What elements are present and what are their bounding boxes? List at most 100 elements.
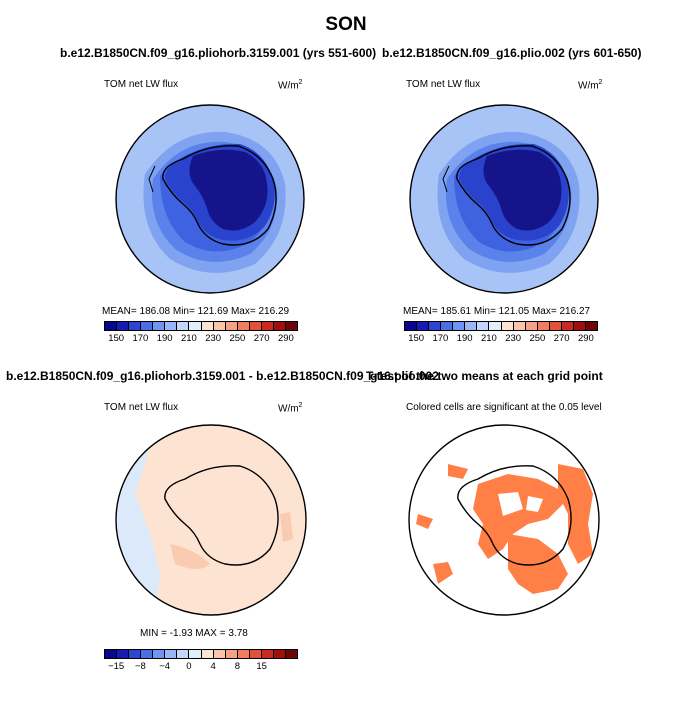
colorbar-swatch [273, 322, 286, 330]
colorbar-tick-label: 170 [132, 333, 149, 344]
colorbar-swatch [177, 322, 190, 330]
panel-1-units: W/m2 [278, 79, 303, 92]
colorbar-swatch [537, 322, 550, 330]
panel-2-stats: MEAN= 185.61 Min= 121.05 Max= 216.27 [403, 306, 591, 317]
colorbar-tick-label: −4 [159, 661, 171, 672]
figure-title: SON [325, 14, 367, 35]
colorbar-tick-label: 210 [180, 333, 197, 344]
panel-1-map [115, 104, 305, 294]
panel-3-colorbar [104, 649, 298, 659]
panel-3-colorbar-ticks: −15 −8 −4 0 4 8 15 [104, 661, 298, 675]
colorbar-swatch [165, 322, 178, 330]
colorbar-tick-label: 190 [456, 333, 473, 344]
colorbar-swatch [213, 650, 226, 658]
colorbar-swatch [465, 322, 478, 330]
panel-1-stats: MEAN= 186.08 Min= 121.69 Max= 216.29 [102, 306, 290, 317]
coastline [456, 145, 571, 246]
panel-4-map [408, 424, 600, 616]
colorbar-swatch [201, 650, 214, 658]
panel-4-title: T-test of the two means at each grid poi… [366, 369, 603, 383]
colorbar-swatch [129, 322, 142, 330]
colorbar-swatch [561, 322, 574, 330]
colorbar-swatch [189, 650, 202, 658]
colorbar-swatch [153, 650, 166, 658]
colorbar-swatch [177, 650, 190, 658]
colorbar-swatch [513, 322, 526, 330]
panel-3-units: W/m2 [278, 402, 303, 415]
colorbar-tick-label: −8 [134, 661, 146, 672]
colorbar-swatch [477, 322, 490, 330]
colorbar-swatch [249, 650, 262, 658]
colorbar-swatch [165, 650, 178, 658]
panel-2-colorbar-ticks: 150 170 190 210 230 250 270 290 [404, 333, 598, 347]
panel-2-colorbar [404, 321, 598, 331]
colorbar-swatch [273, 650, 286, 658]
colorbar-tick-label: 170 [432, 333, 449, 344]
colorbar-swatch [441, 322, 454, 330]
map-boundary [115, 104, 305, 294]
colorbar-tick-label: 290 [277, 333, 294, 344]
colorbar-swatch [417, 322, 430, 330]
colorbar-swatch [549, 322, 562, 330]
colorbar-swatch [153, 322, 166, 330]
panel-4-subtitle: Colored cells are significant at the 0.0… [406, 402, 602, 413]
colorbar-swatch [489, 322, 502, 330]
panel-1-title: b.e12.B1850CN.f09_g16.pliohorb.3159.001 … [60, 46, 377, 60]
panel-1-colorbar-ticks: 150 170 190 210 230 250 270 290 [104, 333, 298, 347]
flux-interior [189, 149, 268, 231]
colorbar-swatch [237, 322, 250, 330]
colorbar-tick-label: 270 [253, 333, 270, 344]
coastline [457, 465, 572, 566]
colorbar-swatch [525, 322, 538, 330]
panel-3-variable-label: TOM net LW flux [104, 402, 179, 413]
colorbar-swatch [213, 322, 226, 330]
map-boundary [409, 104, 599, 294]
colorbar-tick-label: 150 [108, 333, 125, 344]
colorbar-swatch [285, 322, 297, 330]
map-boundary [115, 424, 307, 616]
panel-3-title: b.e12.B1850CN.f09_g16.pliohorb.3159.001 … [6, 369, 439, 383]
colorbar-swatch [405, 322, 418, 330]
diff-positive-patch [170, 544, 210, 569]
panel-2-variable-label: TOM net LW flux [406, 79, 481, 90]
colorbar-tick-label: 15 [256, 661, 267, 672]
colorbar-swatch [585, 322, 597, 330]
colorbar-swatch [141, 650, 154, 658]
peninsula-coast [148, 165, 156, 193]
colorbar-tick-label: 250 [229, 333, 246, 344]
panel-1-colorbar [104, 321, 298, 331]
colorbar-tick-label: 210 [480, 333, 497, 344]
colorbar-swatch [117, 650, 130, 658]
colorbar-swatch [249, 322, 262, 330]
colorbar-swatch [261, 650, 274, 658]
colorbar-swatch [429, 322, 442, 330]
colorbar-swatch [237, 650, 250, 658]
colorbar-swatch [105, 322, 118, 330]
panel-2-title: b.e12.B1850CN.f09_g16.plio.002 (yrs 601-… [382, 46, 642, 60]
colorbar-tick-label: 250 [529, 333, 546, 344]
colorbar-tick-label: 8 [234, 661, 241, 672]
colorbar-tick-label: 270 [553, 333, 570, 344]
colorbar-swatch [105, 650, 118, 658]
significant-cells [416, 464, 593, 594]
colorbar-swatch [189, 322, 202, 330]
panel-2-units: W/m2 [578, 79, 603, 92]
colorbar-tick-label: 0 [186, 661, 192, 672]
colorbar-swatch [453, 322, 466, 330]
colorbar-tick-label: 4 [210, 661, 216, 672]
colorbar-swatch [225, 650, 238, 658]
colorbar-swatch [117, 322, 130, 330]
colorbar-tick-label: 230 [205, 333, 222, 344]
colorbar-tick-label: 230 [505, 333, 522, 344]
colorbar-swatch [141, 322, 154, 330]
colorbar-tick-label: −15 [108, 661, 125, 672]
colorbar-swatch [261, 322, 274, 330]
colorbar-swatch [225, 322, 238, 330]
flux-interior [483, 149, 562, 231]
colorbar-swatch [201, 322, 214, 330]
diff-positive-patch [280, 512, 293, 542]
non-significant-holes [498, 492, 543, 516]
colorbar-tick-label: 290 [577, 333, 594, 344]
colorbar-tick-label: 190 [156, 333, 173, 344]
colorbar-swatch [285, 650, 297, 658]
